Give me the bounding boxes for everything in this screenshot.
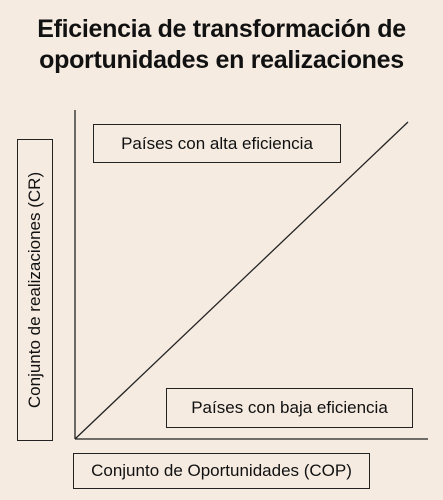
x-axis-label: Conjunto de Oportunidades (COP)	[73, 453, 370, 489]
y-axis-label: Conjunto de realizaciones (CR)	[25, 171, 44, 409]
diagonal-reference-line	[74, 121, 409, 440]
y-axis-label-box: Conjunto de realizaciones (CR)	[17, 139, 53, 441]
title-line-1: Eficiencia de transformación de	[37, 15, 406, 43]
low-efficiency-label: Países con baja eficiencia	[166, 388, 413, 428]
title-line-2: oportunidades en realizaciones	[39, 46, 404, 74]
high-efficiency-label: Países con alta eficiencia	[93, 124, 341, 163]
diagram-title: Eficiencia de transformación de oportuni…	[0, 14, 443, 76]
